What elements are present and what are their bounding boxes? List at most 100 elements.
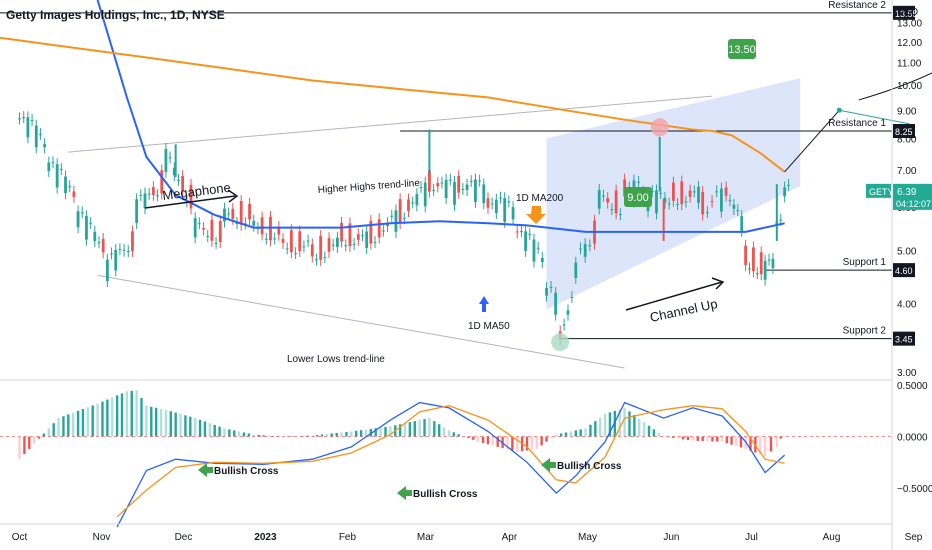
candle	[80, 212, 84, 214]
macd-bar	[720, 436, 724, 442]
macd-bar	[623, 407, 626, 437]
channel-up-arrow	[625, 277, 725, 311]
macd-bar	[428, 418, 431, 437]
higher-highs-line	[68, 95, 713, 153]
candle	[783, 187, 787, 197]
macd-bar	[662, 436, 665, 438]
macd-bar	[618, 409, 621, 437]
macd-bar	[223, 428, 226, 437]
candle	[663, 197, 667, 203]
lower-lows-line	[97, 274, 625, 369]
last-price-box	[893, 183, 932, 210]
candle	[377, 219, 381, 238]
macd-bar	[506, 436, 509, 450]
price-axis[interactable]: 3.004.005.006.007.008.009.0010.0011.0012…	[866, 5, 932, 495]
candle	[697, 186, 700, 203]
macd-bar	[555, 434, 558, 437]
bullish-cross-arrow	[397, 486, 412, 500]
macd-bar	[281, 436, 285, 438]
macd-bar	[735, 436, 738, 447]
time-axis[interactable]: OctNovDec2023FebMarAprMayJunJulAugSepOct…	[12, 532, 932, 543]
macd-bar	[530, 436, 534, 450]
candle	[310, 244, 314, 257]
candle	[97, 242, 101, 244]
macd-bar	[242, 432, 246, 437]
macd-bar	[725, 436, 729, 444]
macd-bar	[71, 412, 75, 437]
macd-bar	[364, 429, 368, 437]
candle	[486, 198, 490, 208]
candle	[248, 203, 251, 220]
macd-bar	[325, 434, 329, 437]
macd-bar	[613, 410, 617, 437]
bullish-cross-arrow	[198, 463, 213, 477]
candle	[382, 230, 385, 232]
candle	[197, 223, 201, 225]
macd-bar	[437, 424, 441, 437]
macd-bar	[423, 419, 426, 437]
macd-bar	[62, 416, 65, 437]
candle	[398, 199, 402, 224]
macd-bar	[135, 390, 138, 437]
candle	[715, 191, 719, 193]
candle	[156, 195, 159, 197]
candle	[411, 202, 415, 204]
time-tick: Aug	[823, 532, 841, 543]
macd-bar	[272, 435, 275, 437]
candle	[461, 188, 465, 190]
target-9: 9.00	[627, 192, 648, 204]
candle	[503, 198, 507, 222]
ticker-tag: GETY	[869, 187, 894, 197]
candle	[76, 211, 80, 228]
candle	[59, 168, 63, 170]
candle	[231, 208, 235, 219]
level-price: 3.45	[895, 335, 913, 345]
macd-bar	[335, 432, 338, 437]
candle	[562, 324, 566, 326]
candle	[39, 133, 42, 135]
level-label: Resistance 1	[828, 118, 886, 129]
bullish-cross-label: Bullish Cross	[557, 461, 622, 472]
macd-bar	[228, 429, 231, 437]
target-link-1	[839, 109, 910, 125]
macd-bar	[208, 423, 212, 437]
macd-bar	[535, 436, 538, 449]
currency-label: USD	[897, 7, 918, 18]
candle	[478, 180, 481, 182]
candle	[419, 187, 423, 189]
macd-bar	[32, 436, 36, 444]
macd-bar	[603, 413, 607, 437]
candle	[55, 164, 59, 188]
macd-bar	[154, 407, 158, 437]
macd-bar	[491, 436, 495, 446]
candle	[126, 250, 130, 252]
candle	[520, 231, 523, 233]
macd-bar	[320, 434, 324, 437]
time-tick: Oct	[12, 532, 28, 543]
candle	[606, 198, 610, 203]
macd-bar	[257, 434, 260, 437]
macd-bar	[472, 436, 475, 440]
candle	[122, 249, 126, 251]
price-tick: 5.00	[897, 246, 917, 257]
candle	[448, 179, 452, 181]
candle	[440, 182, 444, 184]
candle	[771, 258, 775, 268]
candle	[701, 191, 705, 215]
macd-bar	[76, 410, 80, 437]
candle	[554, 292, 558, 315]
candle	[214, 242, 218, 244]
candle	[110, 253, 113, 255]
macd-bar	[47, 428, 50, 437]
ticker-tag-box	[866, 183, 891, 198]
candle	[532, 239, 536, 262]
candle	[566, 310, 570, 315]
candle	[68, 186, 72, 188]
candle	[168, 157, 172, 159]
macd-tick: 0.0000	[897, 433, 928, 444]
candle	[143, 193, 147, 209]
macd-bar	[18, 436, 21, 460]
candle	[667, 203, 671, 205]
level-price-box	[893, 5, 915, 20]
candle	[335, 237, 339, 247]
